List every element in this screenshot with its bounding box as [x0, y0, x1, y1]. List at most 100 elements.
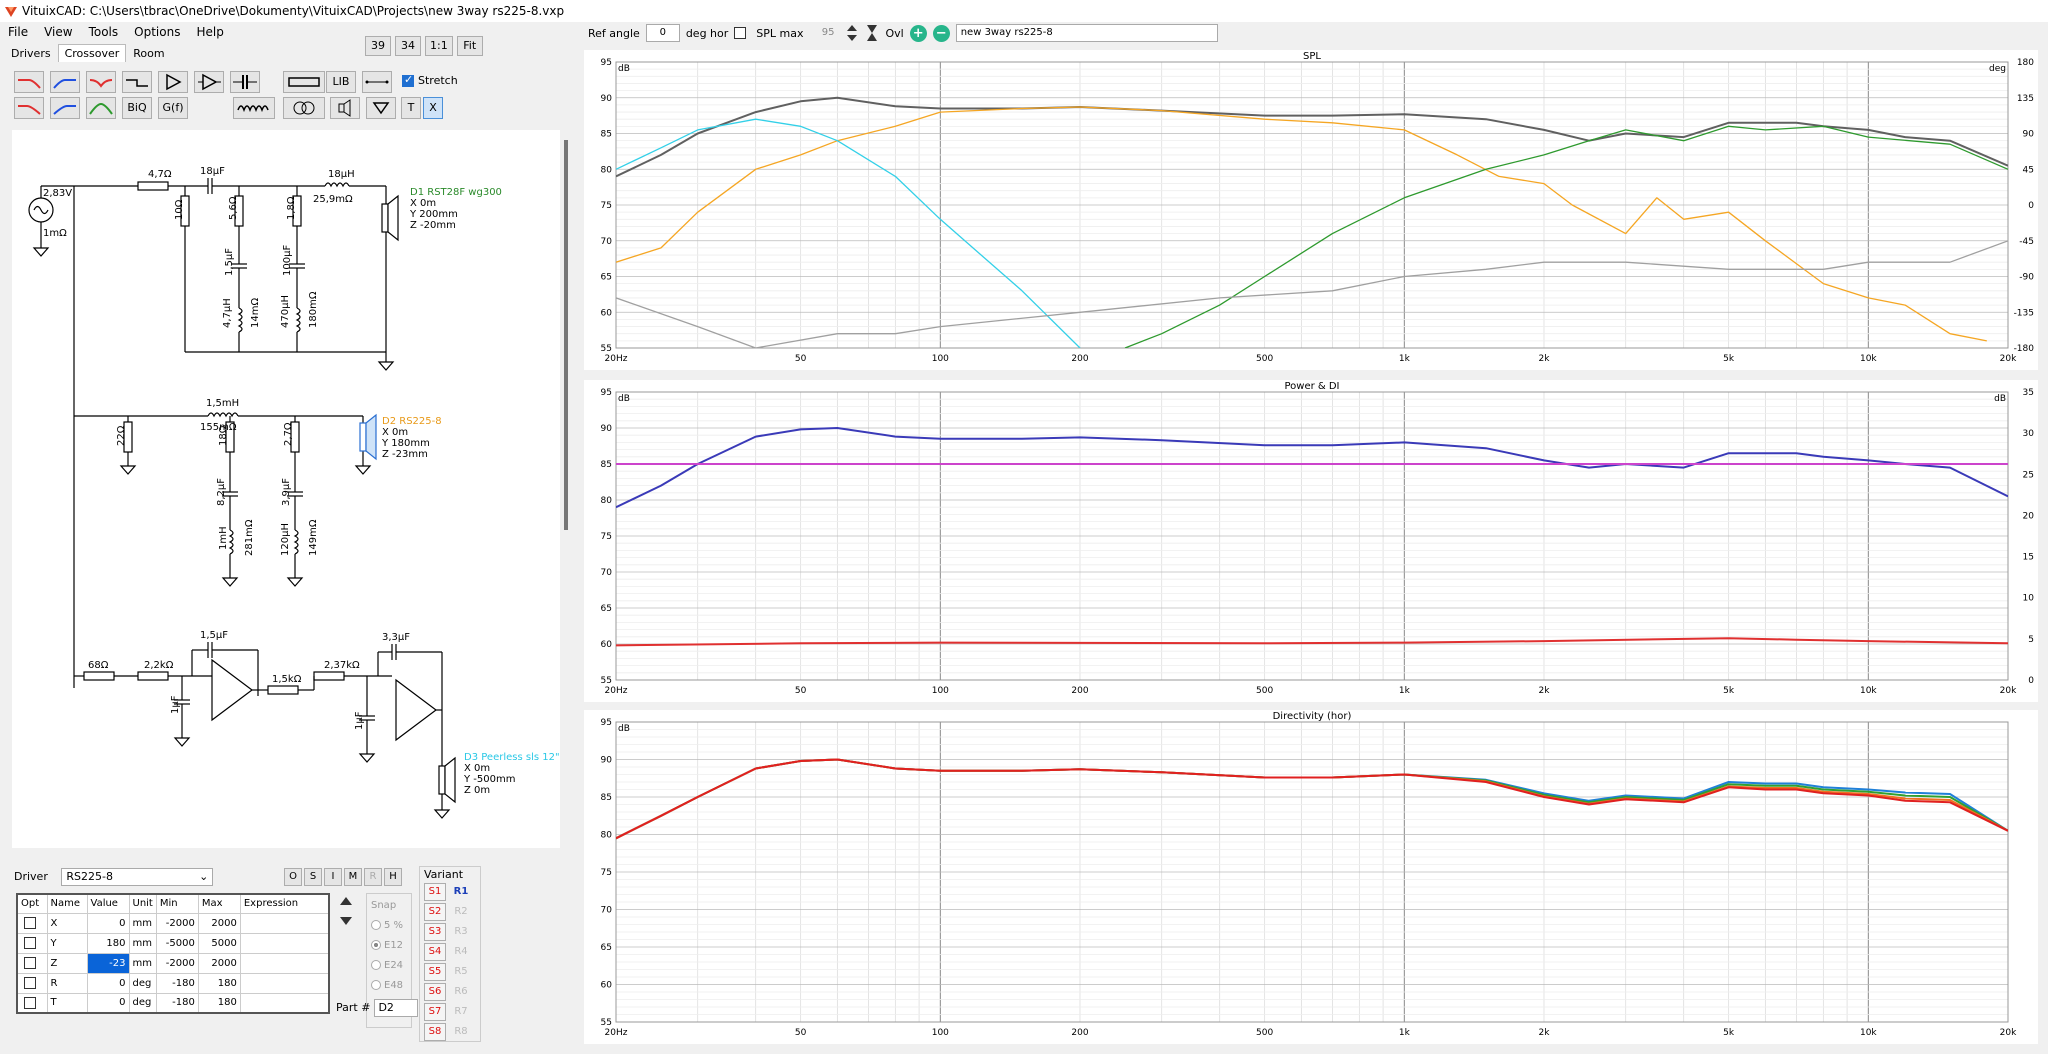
resistor-button[interactable] — [283, 71, 325, 93]
tab-room[interactable]: Room — [133, 47, 165, 60]
mid-shunt2-inductor-dcr[interactable]: 149mΩ — [308, 519, 319, 556]
woofer-input-resistor[interactable]: 68Ω — [88, 660, 109, 671]
option-o-button[interactable]: O — [284, 868, 302, 886]
mid-shunt2-resistor[interactable]: 18Ω — [218, 425, 229, 446]
variant-s6-button[interactable]: S6 — [424, 983, 446, 1001]
snap-option-5pct[interactable]: 5 % — [371, 916, 407, 936]
variant-r7-button[interactable]: R7 — [454, 1006, 468, 1017]
amplifier-button[interactable] — [158, 71, 188, 93]
param-value[interactable]: 0 — [87, 973, 130, 994]
x-button[interactable]: X — [423, 97, 443, 119]
woofer-shunt-cap[interactable]: 1µF — [170, 695, 181, 714]
t-button[interactable]: T — [401, 97, 421, 119]
power-di-chart[interactable]: Power & DI dB dB 95 90 85 80 75 70 65 60 55 35 30 25 20… — [584, 380, 2038, 702]
biquad-button[interactable]: BiQ — [122, 97, 152, 119]
ref-angle-input[interactable]: 0 — [645, 24, 680, 42]
highpass-blue-button[interactable] — [50, 71, 80, 93]
stretch-checkbox[interactable] — [402, 73, 414, 87]
woofer-resistor-2k2[interactable]: 2,2kΩ — [144, 660, 174, 671]
param-max[interactable]: 2000 — [198, 913, 241, 934]
buffer-button[interactable] — [194, 71, 224, 93]
snap-option-e24[interactable]: E24 — [371, 956, 407, 976]
tw-shunt-inductor[interactable]: 4,7µH — [222, 298, 233, 328]
variant-r6-button[interactable]: R6 — [454, 986, 468, 997]
option-s-button[interactable]: S — [304, 868, 322, 886]
zoom-1to1-button[interactable]: 1:1 — [425, 36, 453, 56]
woofer-feedback-cap[interactable]: 1,5µF — [200, 630, 228, 641]
mid-shunt-inductor-dcr[interactable]: 281mΩ — [244, 519, 255, 556]
mid-driver-name[interactable]: D2 RS225-8 — [382, 416, 442, 427]
param-max[interactable]: 180 — [198, 973, 241, 994]
tweeter-driver-name[interactable]: D1 RST28F wg300 — [410, 187, 502, 198]
tw-shunt2-inductor[interactable]: 470µH — [280, 295, 291, 328]
mid-shunt-capacitor[interactable]: 8,2µF — [216, 478, 227, 506]
menu-view[interactable]: View — [44, 25, 73, 39]
opt-checkbox[interactable] — [24, 937, 37, 949]
menu-tools[interactable]: Tools — [88, 25, 119, 39]
tab-drivers[interactable]: Drivers — [11, 47, 51, 60]
overlay-name-input[interactable]: new 3way rs225-8 — [955, 24, 1218, 42]
zoom-fit-button[interactable]: Fit — [456, 36, 483, 56]
zoom-34-button[interactable]: 34 — [395, 36, 421, 56]
driver-button[interactable] — [330, 97, 360, 119]
tw-series-capacitor[interactable]: 18µF — [200, 166, 225, 177]
hourglass-icon[interactable] — [865, 24, 879, 42]
mid-inductor-dcr[interactable]: 155mΩ — [200, 422, 237, 433]
param-value[interactable]: 0 — [87, 993, 130, 1014]
variant-s1-button[interactable]: S1 — [424, 883, 446, 901]
capacitor-button[interactable] — [230, 71, 260, 93]
woofer-resistor-1k5[interactable]: 1,5kΩ — [272, 674, 302, 685]
param-min[interactable]: -180 — [156, 993, 199, 1014]
highpass2-blue-button[interactable] — [50, 97, 80, 119]
param-max[interactable]: 180 — [198, 993, 241, 1014]
param-min[interactable]: -2000 — [156, 953, 199, 974]
variant-s5-button[interactable]: S5 — [424, 963, 446, 981]
mid-series-inductor[interactable]: 1,5mH — [206, 398, 239, 409]
ground-button[interactable] — [366, 97, 396, 119]
tw-shunt2-inductor-dcr[interactable]: 180mΩ — [308, 291, 319, 328]
tw-series-resistor[interactable]: 4,7Ω — [148, 169, 172, 180]
lowpass-red-button[interactable] — [14, 71, 44, 93]
mid-shunt2-inductor[interactable]: 120µH — [280, 523, 291, 556]
remove-overlay-button[interactable]: − — [932, 24, 950, 42]
woofer-feedback-cap2[interactable]: 3,3µF — [382, 632, 410, 643]
schematic-scrollbar[interactable] — [564, 140, 568, 530]
tw-shunt3-resistor[interactable]: 1,8Ω — [286, 196, 297, 220]
param-max[interactable]: 2000 — [198, 953, 241, 974]
snap-option-e12[interactable]: E12 — [371, 936, 407, 956]
opt-checkbox[interactable] — [24, 917, 37, 929]
tw-shunt-resistor[interactable]: 10Ω — [174, 199, 185, 220]
woofer-shunt-cap2[interactable]: 1µF — [354, 711, 365, 730]
variant-s3-button[interactable]: S3 — [424, 923, 446, 941]
mid-shunt-inductor[interactable]: 1mH — [218, 526, 229, 550]
variant-s8-button[interactable]: S8 — [424, 1023, 446, 1041]
mid-shunt2-capacitor[interactable]: 3,9µF — [281, 478, 292, 506]
tw-series-inductor[interactable]: 18µH — [328, 169, 355, 180]
variant-r1-button[interactable]: R1 — [453, 886, 469, 897]
menu-help[interactable]: Help — [196, 25, 224, 39]
bandpass-green-button[interactable] — [86, 97, 116, 119]
param-expression[interactable] — [240, 933, 330, 954]
tw-shunt-capacitor[interactable]: 1,5µF — [224, 248, 235, 276]
param-min[interactable]: -2000 — [156, 913, 199, 934]
arrow-up-icon[interactable] — [338, 893, 354, 909]
schematic-canvas[interactable]: 2,83V 1mΩ 4,7Ω 18µF 18µH 25,9mΩ 10Ω 5,6Ω… — [12, 130, 560, 848]
variant-r8-button[interactable]: R8 — [454, 1026, 468, 1037]
generator-voltage[interactable]: 2,83V — [43, 188, 72, 199]
inductor-button[interactable] — [233, 97, 275, 119]
tw-shunt2-capacitor[interactable]: 100µF — [282, 245, 293, 276]
param-expression[interactable] — [240, 953, 330, 974]
tw-shunt2-resistor[interactable]: 5,6Ω — [228, 196, 239, 220]
param-min[interactable]: -180 — [156, 973, 199, 994]
tw-inductor-dcr[interactable]: 25,9mΩ — [313, 194, 353, 205]
lib-button[interactable]: LIB — [326, 71, 356, 93]
opt-checkbox[interactable] — [24, 957, 37, 969]
param-expression[interactable] — [240, 913, 330, 934]
line-button[interactable] — [362, 71, 392, 93]
param-value[interactable]: -23 — [87, 953, 130, 974]
param-value[interactable]: 180 — [87, 933, 130, 954]
driver-select[interactable]: RS225-8 ⌄ — [61, 868, 214, 886]
option-h-button[interactable]: H — [384, 868, 402, 886]
param-expression[interactable] — [240, 973, 330, 994]
spl-chart[interactable]: SPL dB deg 95 90 85 80 75 70 65 60 55 180 135 90 45 0 -45… — [584, 50, 2038, 370]
